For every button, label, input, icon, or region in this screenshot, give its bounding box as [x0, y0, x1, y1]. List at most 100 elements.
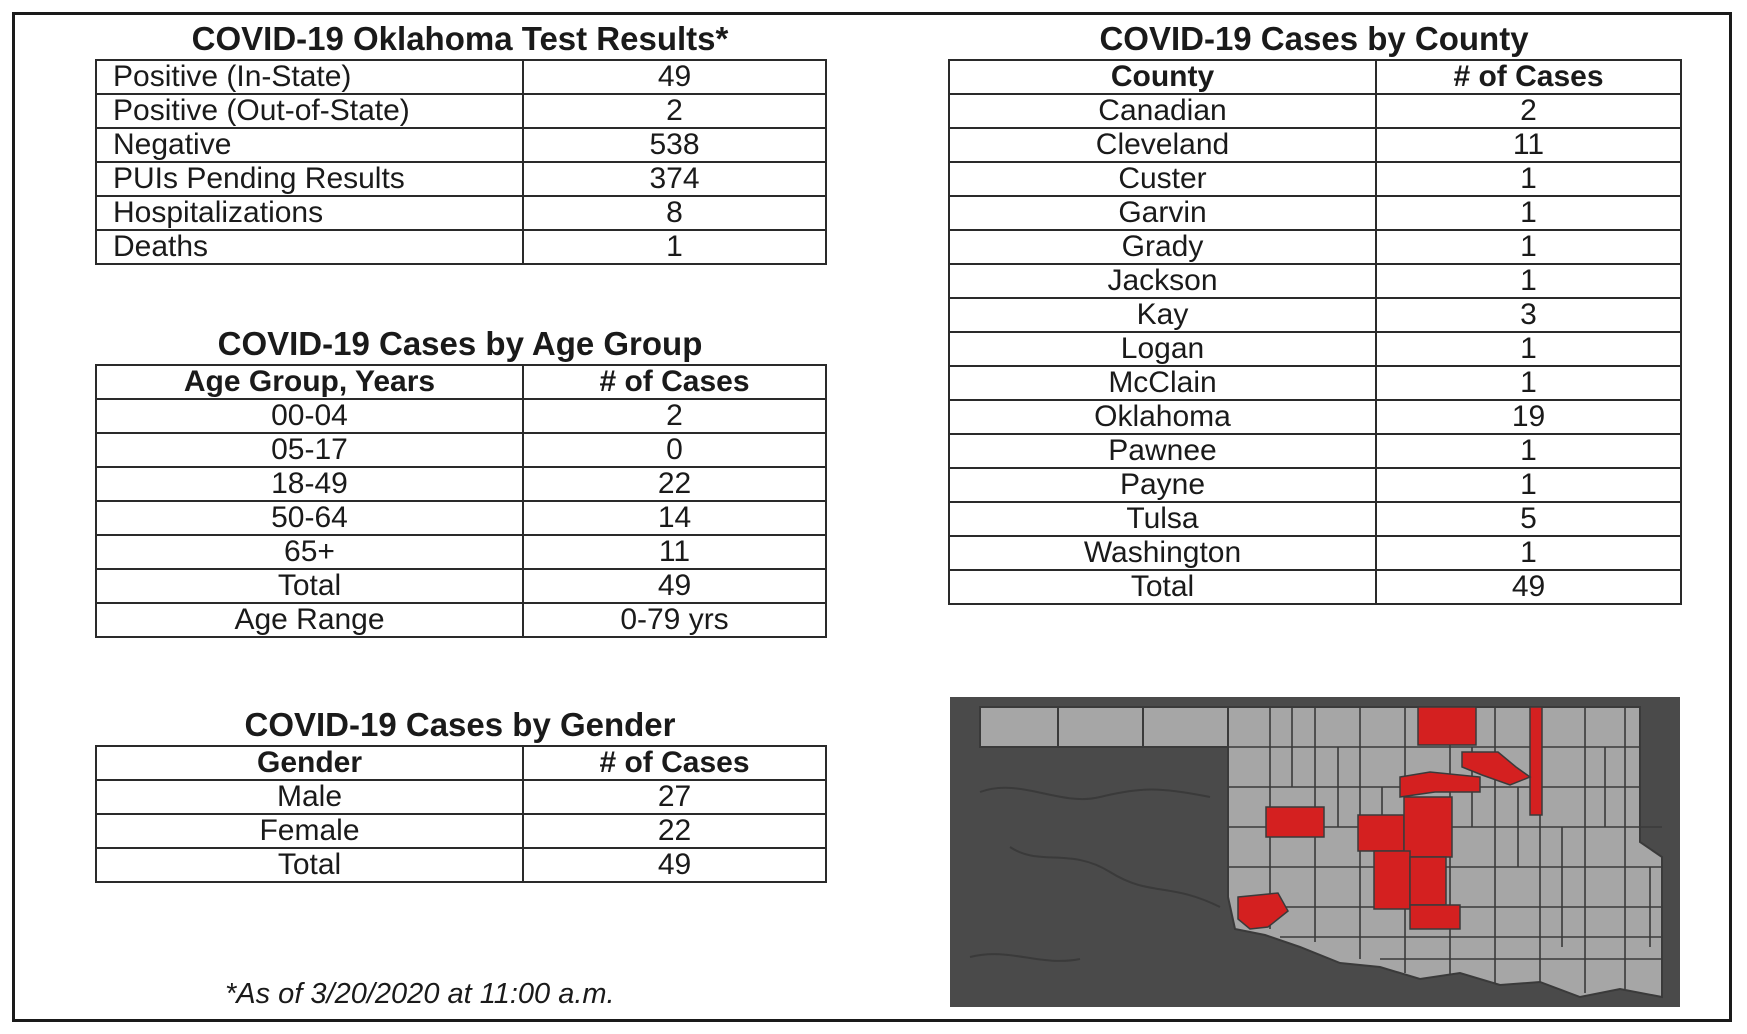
column-header: # of Cases: [522, 364, 827, 400]
row-value: 374: [522, 161, 827, 197]
table-header-row: Age Group, Years # of Cases: [95, 364, 827, 400]
page-frame: [12, 12, 1732, 1022]
row-value: 1: [1375, 331, 1682, 367]
row-value: 538: [522, 127, 827, 163]
row-value: 0-79 yrs: [522, 602, 827, 638]
row-label: 05-17: [95, 432, 524, 468]
row-value: 1: [1375, 467, 1682, 503]
row-label: Cleveland: [948, 127, 1377, 163]
table-row: 05-17 0: [95, 432, 827, 468]
row-value: 1: [1375, 263, 1682, 299]
row-label: Deaths: [95, 229, 524, 265]
row-value: 49: [522, 59, 827, 95]
row-value: 22: [522, 813, 827, 849]
row-label: Total: [95, 568, 524, 604]
row-value: 49: [522, 847, 827, 883]
row-label: Jackson: [948, 263, 1377, 299]
footnote: *As of 3/20/2020 at 11:00 a.m.: [225, 978, 615, 1010]
table-row: Cleveland 11: [948, 127, 1682, 163]
row-label: McClain: [948, 365, 1377, 401]
map-county-mcclain-garvin: [1409, 904, 1461, 930]
row-value: 0: [522, 432, 827, 468]
map-rivers: [969, 786, 1221, 962]
age-group-section: COVID-19 Cases by Age Group Age Group, Y…: [95, 326, 827, 638]
table-row: Positive (In-State) 49: [95, 59, 827, 95]
row-value: 1: [1375, 365, 1682, 401]
row-label: Kay: [948, 297, 1377, 333]
table-row: Canadian 2: [948, 93, 1682, 129]
table-row: Positive (Out-of-State) 2: [95, 93, 827, 129]
map-county-cleveland: [1409, 856, 1447, 906]
county-section: COVID-19 Cases by County County # of Case…: [948, 21, 1682, 605]
row-label: 18-49: [95, 466, 524, 502]
map-county-logan: [1399, 771, 1481, 798]
table-row: Oklahoma 19: [948, 399, 1682, 435]
table-row: Total 49: [95, 568, 827, 604]
map-county-kay: [1417, 706, 1477, 746]
row-value: 14: [522, 500, 827, 536]
table-row: PUIs Pending Results 374: [95, 161, 827, 197]
map-county-grady: [1373, 850, 1411, 910]
row-label: Negative: [95, 127, 524, 163]
map-county-pawnee: [1461, 751, 1532, 786]
column-header: Gender: [95, 745, 524, 781]
row-label: Positive (In-State): [95, 59, 524, 95]
row-label: 00-04: [95, 398, 524, 434]
table-row: 18-49 22: [95, 466, 827, 502]
table-row: 65+ 11: [95, 534, 827, 570]
map-county-jackson: [1237, 892, 1289, 930]
table-row: Kay 3: [948, 297, 1682, 333]
row-value: 5: [1375, 501, 1682, 537]
table-row: Logan 1: [948, 331, 1682, 367]
row-value: 49: [1375, 569, 1682, 605]
row-label: Grady: [948, 229, 1377, 265]
row-value: 1: [1375, 433, 1682, 469]
map-county-oklahoma: [1403, 796, 1453, 858]
row-label: Positive (Out-of-State): [95, 93, 524, 129]
table-row: McClain 1: [948, 365, 1682, 401]
table-row: 50-64 14: [95, 500, 827, 536]
table-row: Total 49: [95, 847, 827, 883]
row-value: 1: [1375, 195, 1682, 231]
row-value: 11: [522, 534, 827, 570]
map-county-canadian: [1357, 814, 1405, 852]
row-label: Male: [95, 779, 524, 815]
row-label: Female: [95, 813, 524, 849]
oklahoma-county-map: [950, 697, 1680, 1007]
row-value: 1: [1375, 535, 1682, 571]
row-value: 1: [522, 229, 827, 265]
row-label: Custer: [948, 161, 1377, 197]
gender-table: Gender # of Cases Male 27 Female 22 Total 49: [95, 745, 827, 883]
row-label: Total: [95, 847, 524, 883]
row-label: Total: [948, 569, 1377, 605]
row-label: 65+: [95, 534, 524, 570]
row-label: Tulsa: [948, 501, 1377, 537]
row-label: 50-64: [95, 500, 524, 536]
test-results-table: Positive (In-State) 49 Positive (Out-of-S…: [95, 59, 827, 265]
column-header: County: [948, 59, 1377, 95]
column-header: # of Cases: [522, 745, 827, 781]
row-label: PUIs Pending Results: [95, 161, 524, 197]
row-label: Payne: [948, 467, 1377, 503]
table-row: Age Range 0-79 yrs: [95, 602, 827, 638]
table-row: Female 22: [95, 813, 827, 849]
table-row: Payne 1: [948, 467, 1682, 503]
gender-title: COVID-19 Cases by Gender: [244, 706, 676, 743]
table-row: Garvin 1: [948, 195, 1682, 231]
row-value: 1: [1375, 229, 1682, 265]
column-header: Age Group, Years: [95, 364, 524, 400]
table-row: Deaths 1: [95, 229, 827, 265]
table-header-row: Gender # of Cases: [95, 745, 827, 781]
row-label: Age Range: [95, 602, 524, 638]
test-results-title: COVID-19 Oklahoma Test Results*: [191, 20, 729, 57]
table-row: Tulsa 5: [948, 501, 1682, 537]
table-row: Total 49: [948, 569, 1682, 605]
row-value: 8: [522, 195, 827, 231]
map-county-custer: [1265, 806, 1325, 838]
table-row: 00-04 2: [95, 398, 827, 434]
column-header: # of Cases: [1375, 59, 1682, 95]
row-value: 22: [522, 466, 827, 502]
gender-section: COVID-19 Cases by Gender Gender # of Case…: [95, 707, 827, 883]
row-value: 27: [522, 779, 827, 815]
row-value: 2: [1375, 93, 1682, 129]
